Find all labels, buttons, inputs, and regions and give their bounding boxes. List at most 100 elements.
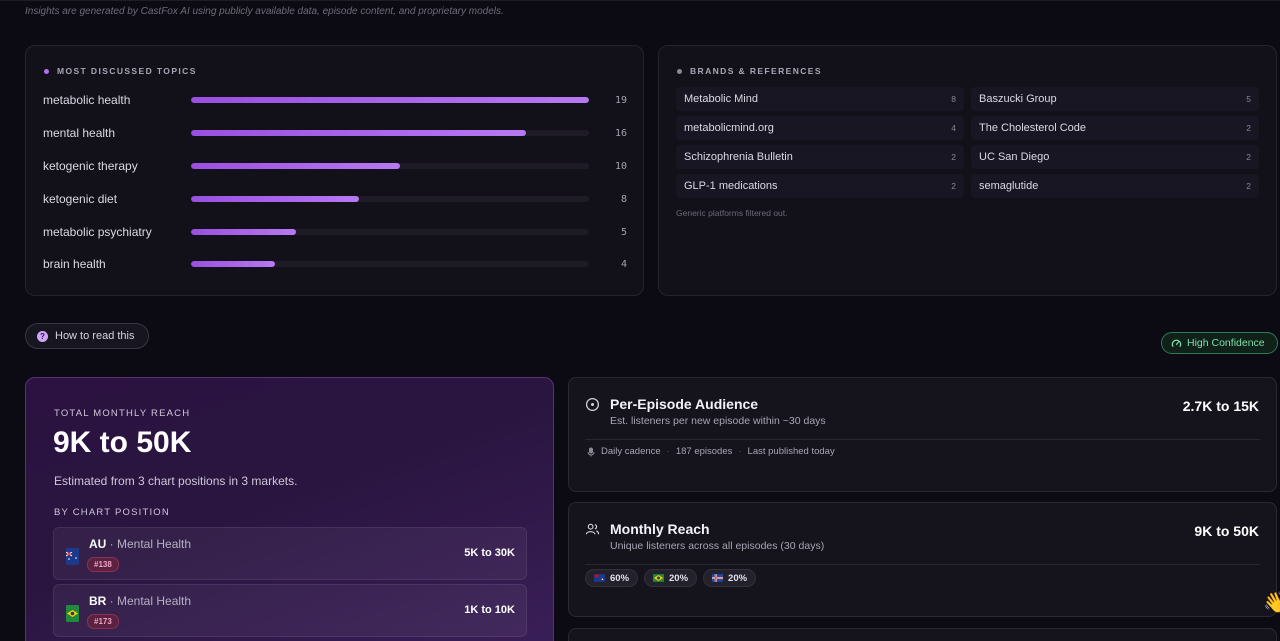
market-share-pills: 60% 20% 20%	[585, 569, 757, 587]
topic-count: 8	[620, 193, 627, 205]
brand-count: 5	[1246, 94, 1251, 104]
share-percent: 20%	[728, 572, 748, 584]
monthly-reach-value: 9K to 50K	[1194, 523, 1259, 539]
topic-row: ketogenic therapy 10	[43, 156, 627, 176]
brands-label-wrap: BRANDS & REFERENCES	[677, 66, 822, 76]
genre-name: · Mental Health	[106, 537, 192, 551]
topic-row: ketogenic diet 8	[43, 189, 627, 209]
brands-card: BRANDS & REFERENCES Metabolic Mind 8 Baszu…	[658, 45, 1277, 296]
brand-count: 2	[1246, 181, 1251, 191]
chart-position-row[interactable]: AU · Mental Health #138 5K to 30K	[53, 527, 527, 580]
episode-meta: Daily cadence · 187 episodes · Last publ…	[587, 446, 835, 457]
topic-bar-fill	[191, 130, 527, 136]
topic-bar-track	[191, 130, 589, 136]
confidence-label: High Confidence	[1187, 337, 1265, 349]
per-episode-card: Per-Episode Audience Est. listeners per …	[568, 377, 1277, 492]
share-percent: 20%	[669, 572, 689, 584]
brand-item: UC San Diego 2	[971, 145, 1259, 169]
topic-count: 10	[614, 160, 627, 172]
genre-name: · Mental Health	[106, 594, 192, 608]
brand-name: GLP-1 medications	[684, 180, 778, 192]
brand-name: UC San Diego	[979, 151, 1050, 163]
country-code: BR	[89, 594, 107, 608]
brand-count: 8	[951, 94, 956, 104]
rank-badge: #138	[87, 557, 119, 572]
waving-hand-icon[interactable]: 👋	[1263, 592, 1280, 614]
share-percent: 60%	[610, 572, 630, 584]
iceland-flag-icon	[712, 574, 724, 582]
brand-name: Schizophrenia Bulletin	[684, 151, 793, 163]
brand-item: semaglutide 2	[971, 174, 1259, 198]
top-divider	[0, 0, 1280, 1]
topic-bar-fill	[191, 97, 589, 103]
chart-position-title: BR · Mental Health	[89, 594, 191, 608]
australia-flag-icon	[594, 574, 605, 582]
chart-position-title: AU · Mental Health	[89, 537, 191, 551]
topic-bar-fill	[191, 261, 275, 267]
brand-name: The Cholesterol Code	[979, 122, 1087, 134]
market-share-pill-br: 20%	[644, 569, 698, 587]
market-share-pill-au: 60%	[585, 569, 639, 587]
topic-name: ketogenic therapy	[43, 159, 138, 173]
cadence-text: Daily cadence	[601, 446, 661, 457]
brand-name: metabolicmind.org	[684, 122, 774, 134]
topic-name: metabolic psychiatry	[43, 225, 152, 239]
microphone-icon	[587, 447, 595, 456]
chart-position-row[interactable]: BR · Mental Health #173 1K to 10K	[53, 584, 527, 637]
topic-bar-fill	[191, 163, 401, 169]
per-episode-value: 2.7K to 15K	[1182, 398, 1259, 414]
topic-bar-track	[191, 229, 589, 235]
total-reach-card: TOTAL MONTHLY REACH 9K to 50K Estimated …	[25, 377, 554, 641]
brazil-flag-icon	[66, 605, 79, 622]
topic-bar-fill	[191, 196, 359, 202]
divider	[585, 564, 1260, 565]
brands-filter-note: Generic platforms filtered out.	[676, 208, 788, 218]
topics-label: MOST DISCUSSED TOPICS	[57, 66, 197, 76]
per-episode-subtitle: Est. listeners per new episode within ~3…	[610, 415, 826, 427]
topic-bar-track	[191, 261, 589, 267]
topic-name: brain health	[43, 257, 106, 271]
topics-label-wrap: MOST DISCUSSED TOPICS	[44, 66, 197, 76]
brand-item: Metabolic Mind 8	[676, 87, 964, 111]
brands-label: BRANDS & REFERENCES	[690, 66, 822, 76]
reach-value: 9K to 50K	[53, 426, 192, 459]
topic-name: metabolic health	[43, 93, 131, 107]
position-range: 5K to 30K	[464, 547, 515, 559]
brands-dot-icon	[677, 68, 682, 74]
gauge-icon	[1171, 339, 1182, 347]
brand-name: semaglutide	[979, 180, 1039, 192]
brand-count: 2	[951, 181, 956, 191]
topic-bar-track	[191, 97, 589, 103]
topics-dot-icon	[44, 68, 49, 74]
confidence-badge: High Confidence	[1161, 332, 1278, 354]
topic-bar-track	[191, 196, 589, 202]
how-to-read-label: How to read this	[55, 330, 135, 342]
position-range: 1K to 10K	[464, 604, 515, 616]
brand-name: Metabolic Mind	[684, 93, 758, 105]
next-metric-card	[568, 628, 1277, 641]
topic-bar-fill	[191, 229, 296, 235]
brand-name: Baszucki Group	[979, 93, 1057, 105]
ai-disclaimer: Insights are generated by CastFox AI usi…	[25, 6, 504, 17]
monthly-reach-title: Monthly Reach	[610, 521, 710, 537]
last-published: Last published today	[747, 446, 835, 457]
question-icon: ?	[37, 330, 48, 342]
users-icon	[585, 523, 600, 535]
brand-count: 2	[951, 152, 956, 162]
topic-row: brain health 4	[43, 254, 627, 274]
how-to-read-button[interactable]: ? How to read this	[25, 323, 149, 349]
country-code: AU	[89, 537, 107, 551]
brand-item: Schizophrenia Bulletin 2	[676, 145, 964, 169]
australia-flag-icon	[65, 548, 79, 565]
brazil-flag-icon	[653, 574, 665, 582]
rank-badge: #173	[87, 614, 119, 629]
topic-count: 19	[614, 94, 627, 106]
monthly-reach-subtitle: Unique listeners across all episodes (30…	[610, 540, 825, 552]
brand-count: 2	[1246, 123, 1251, 133]
episode-count: 187 episodes	[675, 446, 733, 457]
separator: ·	[738, 446, 742, 457]
chart-position-label: BY CHART POSITION	[54, 507, 170, 518]
topic-bar-track	[191, 163, 589, 169]
brand-item: Baszucki Group 5	[971, 87, 1259, 111]
topics-card: MOST DISCUSSED TOPICS metabolic health 19…	[25, 45, 644, 296]
